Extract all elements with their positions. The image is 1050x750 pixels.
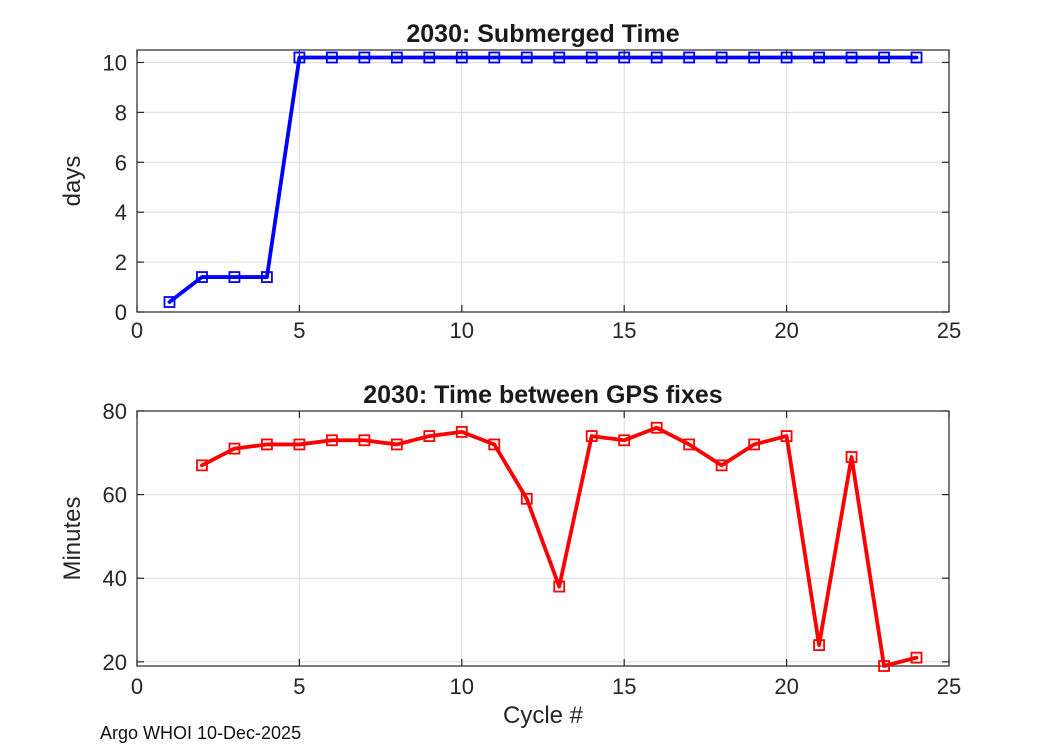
chart-gps-fix-time: 0 5 10 15 20 25 20 40 60 80 2030: Time between GPS… [59, 381, 961, 729]
x-tick-label: 20 [774, 318, 798, 343]
figure-footer-text: Argo WHOI 10-Dec-2025 [100, 723, 302, 743]
data-point-marker [553, 51, 566, 64]
chart-title: 2030: Submerged Time [406, 20, 679, 48]
data-point-marker [488, 438, 501, 451]
data-point-marker [748, 51, 761, 64]
data-point-marker [618, 51, 631, 64]
y-tick-label: 4 [115, 200, 127, 225]
plot-border [136, 410, 950, 667]
x-tick-label: 0 [131, 674, 143, 699]
data-point-marker [715, 459, 728, 472]
x-tick-label: 15 [612, 318, 636, 343]
y-tick-label: 0 [115, 300, 127, 325]
y-tick-label: 10 [103, 50, 127, 75]
data-point-marker [748, 438, 761, 451]
data-point-marker [196, 459, 208, 472]
data-point-marker [813, 51, 825, 64]
y-tick-label: 20 [103, 650, 127, 675]
data-point-marker [423, 51, 436, 64]
chart-title: 2030: Time between GPS fixes [363, 381, 722, 409]
data-point-marker [520, 492, 533, 505]
data-point-marker [390, 438, 403, 451]
data-point-marker [780, 430, 793, 442]
x-tick-label: 5 [293, 674, 305, 699]
chart-submerged-time: 0 5 10 15 20 25 0 2 4 6 8 10 2030: Submerged Time day… [59, 20, 961, 343]
data-point-marker [910, 51, 923, 64]
data-point-marker [358, 51, 371, 64]
data-point-marker [325, 434, 338, 447]
data-point-marker [553, 580, 566, 593]
x-tick-label: 10 [450, 318, 474, 343]
y-tick-label: 60 [103, 483, 127, 508]
data-point-marker [261, 438, 273, 451]
data-point-marker [878, 660, 890, 672]
data-point-marker [325, 51, 338, 64]
data-point-marker [196, 271, 208, 283]
data-point-marker [585, 51, 598, 64]
data-point-marker [585, 430, 598, 442]
data-point-marker [455, 426, 468, 438]
x-tick-label: 25 [937, 318, 961, 343]
series-line [200, 425, 919, 668]
data-point-marker [261, 271, 273, 283]
y-tick-label: 2 [115, 250, 127, 275]
data-point-marker [390, 51, 403, 64]
data-point-marker [520, 51, 533, 64]
data-point-marker [618, 434, 631, 447]
x-tick-label: 20 [774, 674, 798, 699]
x-tick-label: 15 [612, 674, 636, 699]
plot-border [136, 49, 950, 313]
x-tick-label: 25 [937, 674, 961, 699]
data-point-marker [845, 451, 858, 463]
data-point-marker [293, 51, 306, 64]
y-tick-label: 80 [103, 399, 127, 424]
data-point-marker [780, 51, 793, 64]
data-point-marker [878, 51, 890, 64]
x-axis-label: Cycle # [503, 702, 584, 729]
data-point-marker [845, 51, 858, 64]
data-point-marker [423, 430, 436, 442]
series-line [167, 55, 919, 304]
data-point-marker [358, 434, 371, 447]
data-point-marker [455, 51, 468, 64]
data-point-marker [293, 438, 306, 451]
data-point-marker [683, 438, 696, 451]
y-tick-label: 6 [115, 150, 127, 175]
y-axis-label: days [59, 156, 86, 207]
data-point-marker [228, 442, 241, 455]
data-point-marker [163, 296, 176, 308]
data-point-marker [650, 51, 663, 64]
y-tick-label: 8 [115, 100, 127, 125]
x-tick-label: 10 [450, 674, 474, 699]
data-point-marker [488, 51, 501, 64]
data-point-marker [228, 271, 241, 283]
y-axis-label: Minutes [59, 496, 86, 580]
x-tick-label: 0 [131, 318, 143, 343]
data-point-marker [813, 639, 825, 651]
x-tick-label: 5 [293, 318, 305, 343]
data-point-marker [910, 651, 923, 664]
y-tick-label: 40 [103, 566, 127, 591]
data-point-marker [683, 51, 696, 64]
data-point-marker [715, 51, 728, 64]
data-point-marker [650, 421, 663, 434]
